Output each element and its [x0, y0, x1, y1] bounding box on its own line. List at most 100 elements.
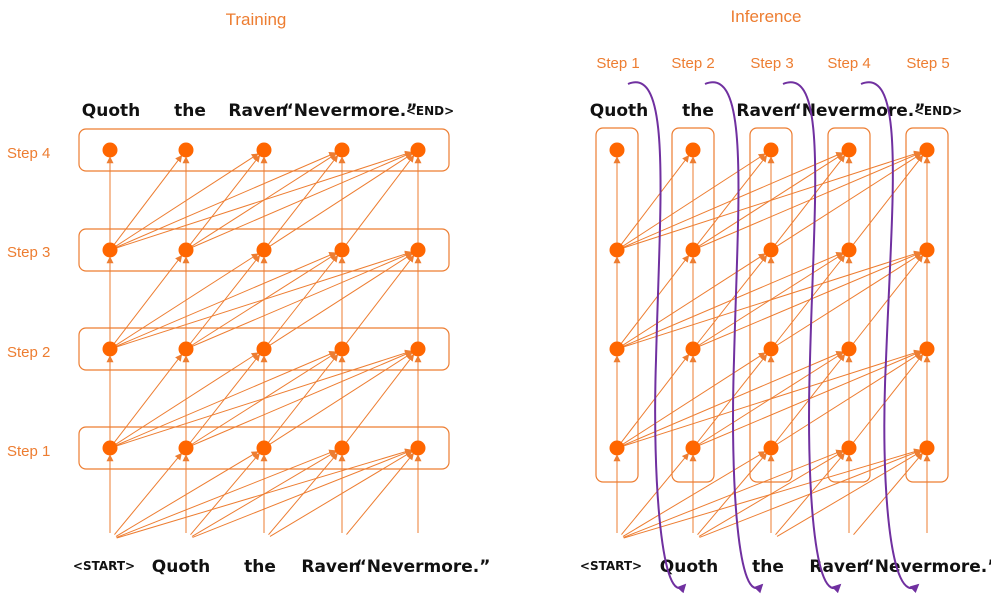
training-node [256, 142, 272, 158]
inference-input-token: “Nevermore.” [864, 557, 991, 577]
training-node [410, 142, 426, 158]
inference-node [685, 440, 701, 456]
inference-node [763, 242, 779, 258]
inference-attention-arrow [623, 250, 921, 348]
inference-attention-arrow [699, 152, 922, 248]
training-attention-arrow [115, 352, 259, 445]
training-attention-arrow [116, 152, 337, 248]
training-attention-arrow [116, 449, 337, 538]
training-attention-arrow [345, 353, 415, 443]
inference-node [841, 142, 857, 158]
inference-attention-arrow [622, 153, 766, 247]
training-node [102, 142, 118, 158]
training-attention-arrow [345, 254, 415, 344]
inference-node [609, 242, 625, 258]
inference-input-token: the [752, 557, 784, 577]
inference-node [609, 440, 625, 456]
feedback-loops [627, 81, 920, 594]
autoregressive-loop-arrow [860, 81, 920, 594]
training-output-token: Raven [228, 101, 287, 121]
inference-node [763, 142, 779, 158]
training-attention-arrow [116, 252, 337, 347]
inference-attention-arrow [623, 448, 921, 539]
inference-node [841, 341, 857, 357]
inference-attention-arrow [620, 155, 690, 245]
attention-edges [106, 150, 931, 539]
training-step-labels: Step 4 Step 3 Step 2 Step 1 [7, 145, 50, 460]
training-step-label: Step 3 [7, 244, 50, 261]
training-output-token: Quoth [82, 101, 140, 121]
inference-attention-arrow [699, 251, 922, 347]
training-node [334, 242, 350, 258]
training-attention-arrow [115, 253, 259, 346]
inference-node [609, 142, 625, 158]
training-output-token: “Nevermore.” [283, 101, 418, 121]
training-attention-arrow [345, 155, 415, 245]
inference-attention-arrow [776, 451, 922, 537]
training-node [102, 242, 118, 258]
inference-node [841, 440, 857, 456]
autoregressive-loop-arrow [627, 81, 687, 594]
inference-node [685, 142, 701, 158]
training-attention-arrow [114, 452, 182, 535]
inference-output-token: the [682, 101, 714, 121]
training-attention-arrow [346, 452, 414, 535]
training-title: Training [226, 10, 287, 29]
training-node [256, 242, 272, 258]
training-input-token: “Nevermore.” [356, 557, 491, 577]
training-node [334, 440, 350, 456]
inference-step-label: Step 1 [596, 55, 639, 72]
training-attention-arrow [269, 352, 413, 445]
inference-step-labels: Step 1 Step 2 Step 3 Step 4 Step 5 [596, 55, 949, 72]
training-output-token: <END> [406, 104, 454, 118]
inference-node [763, 341, 779, 357]
inference-attention-arrow [623, 150, 922, 249]
training-node [410, 341, 426, 357]
inference-node [685, 242, 701, 258]
training-input-token: the [244, 557, 276, 577]
inference-node [841, 242, 857, 258]
training-attention-arrow [113, 155, 183, 245]
inference-attention-arrow [621, 452, 689, 535]
training-attention-arrow [269, 153, 413, 247]
training-attention-arrow [116, 250, 413, 348]
inference-step-label: Step 2 [671, 55, 714, 72]
training-node [102, 341, 118, 357]
inference-input-token: Quoth [660, 557, 718, 577]
training-node [178, 242, 194, 258]
training-node [334, 341, 350, 357]
group-boxes [78, 127, 949, 483]
training-input-token: <START> [73, 559, 135, 573]
training-attention-arrow [116, 150, 413, 249]
inference-attention-arrow [622, 451, 766, 537]
training-node [410, 242, 426, 258]
training-step-label: Step 2 [7, 344, 50, 361]
inference-output-token: “Nevermore.” [791, 101, 926, 121]
inference-attention-arrow [623, 252, 844, 347]
training-attention-arrow [192, 152, 413, 248]
training-attention-arrow [116, 349, 413, 447]
training-node [178, 440, 194, 456]
training-input-token: Quoth [152, 557, 210, 577]
inference-attention-arrow [852, 154, 924, 245]
training-node [410, 440, 426, 456]
inference-output-token: <END> [914, 104, 962, 118]
inference-attention-arrow [776, 153, 922, 247]
training-attention-arrow [116, 351, 337, 446]
inference-step-label: Step 5 [906, 55, 949, 72]
training-attention-arrow [116, 448, 412, 539]
inference-input-token: Raven [809, 557, 868, 577]
inference-node [763, 440, 779, 456]
inference-node [685, 341, 701, 357]
inference-attention-arrow [622, 253, 766, 346]
inference-output-token: Quoth [590, 101, 648, 121]
training-node [334, 142, 350, 158]
training-node [102, 440, 118, 456]
hidden-nodes [102, 142, 935, 456]
inference-attention-arrow [623, 349, 921, 447]
inference-input-token: <START> [580, 559, 642, 573]
inference-attention-arrow [853, 452, 923, 535]
training-attention-arrow [115, 153, 259, 247]
training-node [256, 440, 272, 456]
